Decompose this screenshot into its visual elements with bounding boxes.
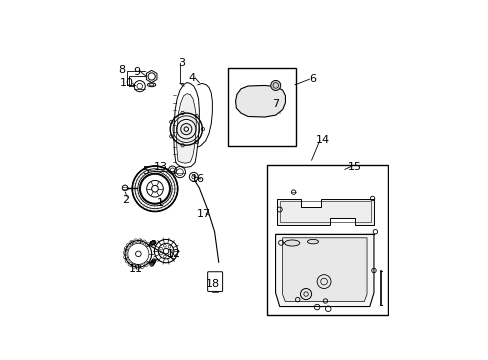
Polygon shape [173,82,199,167]
Text: 10: 10 [120,78,134,89]
Text: 5: 5 [142,166,148,176]
Text: 14: 14 [315,135,329,145]
Text: 7: 7 [271,99,279,109]
Ellipse shape [307,239,318,244]
Polygon shape [275,234,373,307]
Circle shape [151,185,158,192]
Polygon shape [176,94,196,163]
Polygon shape [282,238,366,302]
Text: 1: 1 [157,198,163,208]
Text: 12: 12 [167,249,181,259]
Text: 13: 13 [153,162,167,172]
Text: 9: 9 [133,67,140,77]
Ellipse shape [284,240,299,246]
Bar [227,68,295,146]
Polygon shape [235,85,285,117]
Text: 16: 16 [190,174,204,184]
Text: 11: 11 [128,264,142,274]
Polygon shape [276,199,373,225]
Text: 4: 4 [188,73,196,83]
Text: 6: 6 [309,74,316,84]
Text: 3: 3 [178,58,184,68]
Text: 2: 2 [122,195,129,205]
Text: 18: 18 [206,279,220,289]
Circle shape [270,80,280,90]
FancyBboxPatch shape [207,272,222,292]
Text: 8: 8 [119,64,125,75]
Text: 17: 17 [196,209,210,219]
Text: 15: 15 [347,162,361,172]
Bar [267,165,387,315]
